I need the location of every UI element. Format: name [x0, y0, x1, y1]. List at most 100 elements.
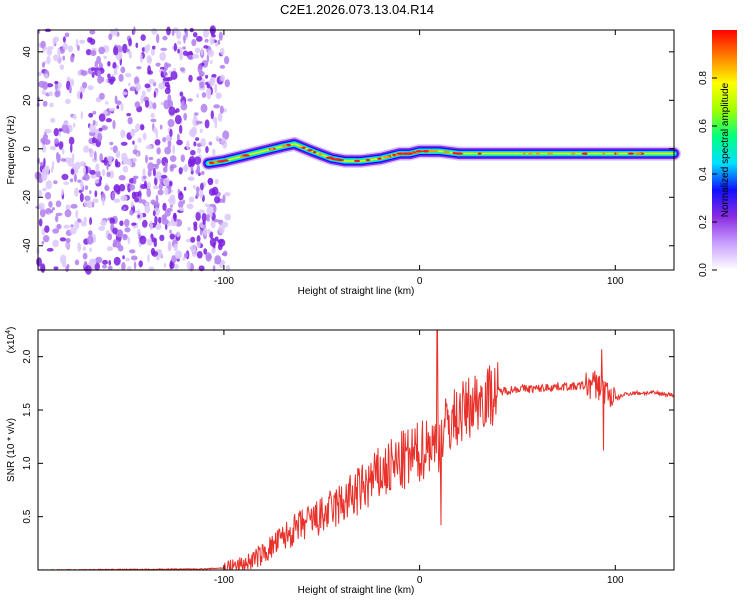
noise-blob: [164, 223, 168, 230]
snr-y-tick-label: 2.0: [22, 349, 33, 363]
noise-blob: [162, 35, 168, 41]
noise-blob: [134, 196, 139, 203]
noise-blob: [213, 104, 221, 109]
noise-blob: [106, 246, 113, 252]
noise-blob: [155, 33, 160, 44]
noise-blob: [169, 155, 177, 163]
noise-blob: [151, 27, 158, 35]
noise-blob: [146, 181, 151, 191]
noise-blob: [63, 181, 70, 186]
noise-blob: [218, 224, 225, 234]
noise-blob: [146, 55, 152, 64]
noise-blob: [211, 247, 216, 254]
noise-blob: [147, 65, 151, 74]
noise-blob: [196, 76, 203, 81]
noise-blob: [150, 118, 157, 123]
noise-blob: [102, 110, 109, 115]
noise-blob: [173, 243, 178, 252]
noise-blob: [70, 54, 75, 63]
noise-blob: [43, 165, 49, 175]
noise-blob: [156, 147, 161, 155]
snr-y-tick-label: 1.0: [22, 456, 33, 470]
signal-hotspot: [546, 152, 554, 155]
noise-blob: [132, 157, 137, 163]
noise-blob: [88, 112, 94, 118]
noise-blob: [101, 264, 107, 269]
noise-blob: [164, 87, 171, 95]
noise-blob: [69, 125, 73, 133]
noise-blob: [152, 102, 157, 110]
noise-blob: [142, 168, 146, 178]
noise-blob: [174, 114, 182, 125]
noise-blob: [150, 199, 156, 205]
chart-title: C2E1.2026.073.13.04.R14: [280, 2, 434, 17]
noise-blob: [169, 180, 173, 187]
noise-blob: [82, 167, 87, 175]
spectrogram-y-tick-label: -20: [22, 190, 33, 205]
noise-blob: [171, 255, 177, 264]
noise-blob: [162, 202, 167, 211]
signal-hotspot: [477, 152, 482, 155]
noise-blob: [150, 233, 154, 240]
noise-blob: [95, 163, 100, 173]
noise-blob: [38, 218, 43, 227]
noise-blob: [105, 78, 109, 83]
noise-blob: [133, 261, 137, 270]
noise-blob: [169, 229, 172, 234]
noise-blob: [200, 137, 206, 147]
snr-y-tick-label: 1.5: [22, 403, 33, 417]
noise-blob: [222, 194, 226, 204]
noise-blob: [72, 122, 76, 128]
noise-blob: [44, 225, 50, 233]
signal-hotspot: [615, 152, 619, 155]
noise-blob: [113, 67, 118, 76]
noise-blob: [68, 136, 75, 145]
noise-blob: [106, 171, 111, 178]
spectrogram-frame: [37, 29, 675, 271]
noise-blob: [137, 137, 142, 143]
noise-blob: [196, 235, 201, 243]
noise-blob: [191, 38, 197, 47]
noise-blob: [108, 33, 113, 41]
noise-blob: [169, 128, 173, 138]
noise-blob: [199, 229, 203, 236]
noise-blob: [118, 174, 126, 181]
signal-hotspot: [281, 144, 288, 148]
noise-blob: [62, 55, 66, 61]
noise-blob: [101, 125, 108, 131]
noise-blob: [174, 263, 179, 270]
noise-blob: [203, 248, 208, 255]
noise-blob: [50, 117, 56, 123]
noise-blob: [126, 113, 132, 117]
noise-blob: [196, 164, 201, 174]
noise-blob: [64, 32, 70, 38]
noise-blob: [110, 146, 113, 151]
noise-blob: [113, 256, 121, 266]
noise-blob: [98, 127, 103, 132]
noise-blob: [158, 252, 163, 257]
signal-hotspot: [330, 157, 336, 160]
spectrogram-y-tick-label: 0: [22, 146, 33, 152]
noise-blob: [125, 257, 130, 262]
noise-blob: [214, 255, 222, 265]
colorbar-gradient: [712, 30, 737, 270]
noise-blob: [183, 186, 187, 191]
noise-blob: [155, 255, 160, 261]
noise-blob: [129, 209, 134, 216]
noise-blob: [215, 41, 219, 47]
noise-blob: [79, 192, 84, 203]
noise-blob: [129, 184, 136, 191]
noise-blob: [122, 91, 128, 96]
noise-blob: [212, 148, 216, 156]
noise-blob: [210, 59, 213, 65]
noise-blob: [44, 73, 48, 79]
signal-hotspot: [269, 147, 274, 151]
noise-blob: [170, 70, 178, 80]
noise-blob: [48, 209, 54, 214]
noise-blob: [100, 219, 107, 227]
noise-blob: [146, 238, 153, 246]
noise-blob: [196, 93, 200, 99]
noise-blob: [154, 139, 161, 146]
noise-blob: [89, 258, 96, 264]
